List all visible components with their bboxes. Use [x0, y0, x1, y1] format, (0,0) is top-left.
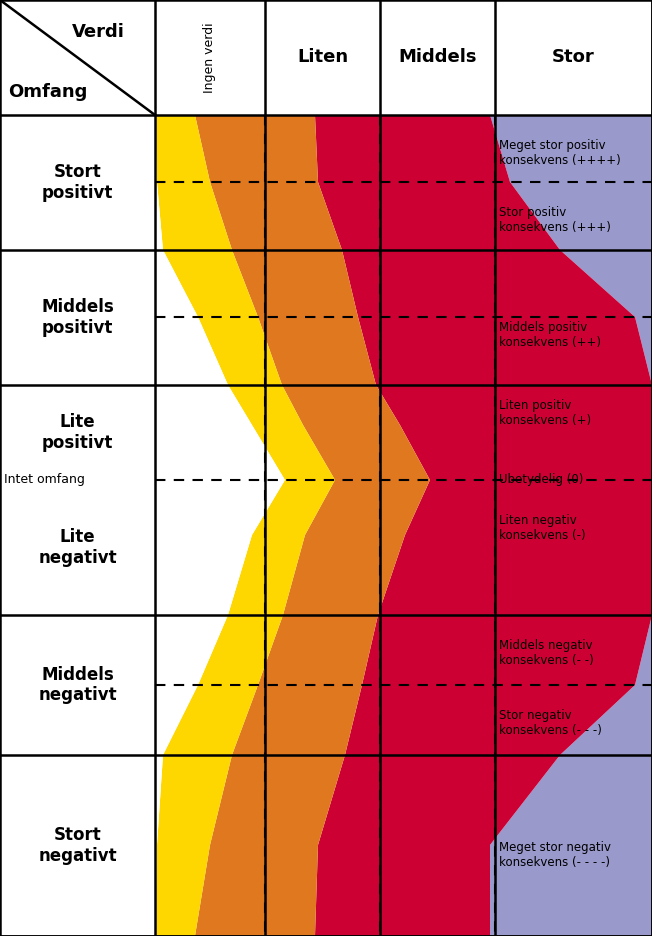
Text: Stor negativ
konsekvens (- - -): Stor negativ konsekvens (- - -): [499, 709, 602, 737]
Polygon shape: [155, 115, 285, 936]
Text: Meget stor positiv
konsekvens (++++): Meget stor positiv konsekvens (++++): [499, 139, 621, 167]
Text: Stort
positivt: Stort positivt: [42, 163, 113, 202]
Polygon shape: [315, 115, 652, 936]
Text: Lite
negativt: Lite negativt: [38, 528, 117, 567]
Text: Lite
positivt: Lite positivt: [42, 413, 113, 452]
Text: Middels
negativt: Middels negativt: [38, 665, 117, 705]
Text: Stor positiv
konsekvens (+++): Stor positiv konsekvens (+++): [499, 206, 611, 234]
Text: Liten negativ
konsekvens (-): Liten negativ konsekvens (-): [499, 514, 585, 542]
Text: Stort
negativt: Stort negativt: [38, 826, 117, 865]
Text: Liten: Liten: [297, 49, 348, 66]
Polygon shape: [155, 115, 335, 936]
Text: Stor: Stor: [552, 49, 595, 66]
Polygon shape: [490, 115, 652, 385]
Text: Verdi: Verdi: [72, 23, 125, 41]
Text: Intet omfang: Intet omfang: [4, 474, 85, 487]
Text: Ubetydelig (0): Ubetydelig (0): [499, 474, 584, 487]
Text: Middels positiv
konsekvens (++): Middels positiv konsekvens (++): [499, 321, 601, 349]
Polygon shape: [490, 615, 652, 936]
Text: Middels negativ
konsekvens (- -): Middels negativ konsekvens (- -): [499, 639, 594, 667]
Text: Liten positiv
konsekvens (+): Liten positiv konsekvens (+): [499, 399, 591, 427]
Text: Ingen verdi: Ingen verdi: [203, 22, 216, 93]
Bar: [155, 115, 652, 936]
Text: Meget stor negativ
konsekvens (- - - -): Meget stor negativ konsekvens (- - - -): [499, 841, 611, 869]
Text: Omfang: Omfang: [8, 83, 87, 101]
Polygon shape: [195, 115, 430, 936]
Text: Middels: Middels: [398, 49, 477, 66]
Text: Middels
positivt: Middels positivt: [41, 298, 114, 337]
